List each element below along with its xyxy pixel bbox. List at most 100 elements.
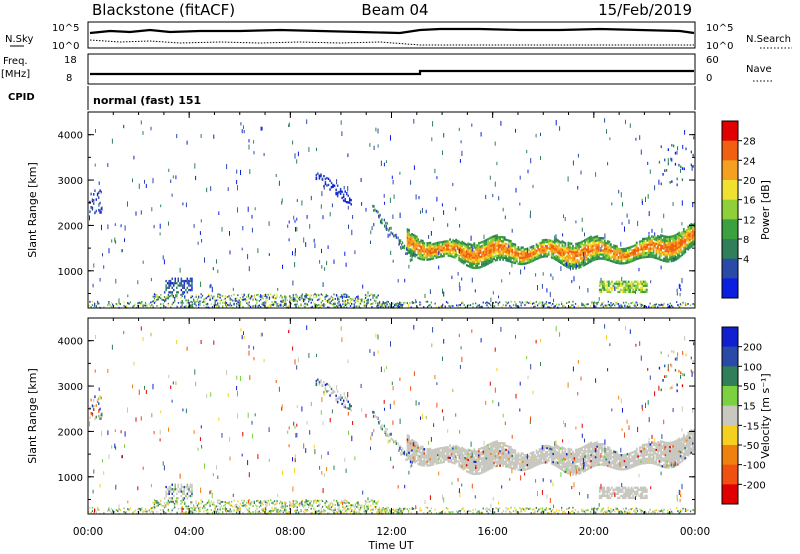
velocity-echo — [531, 455, 533, 459]
power-echo — [641, 284, 644, 287]
power-echo — [528, 253, 530, 256]
power-echo — [392, 259, 394, 263]
power-echo — [324, 182, 327, 186]
velocity-echo — [465, 449, 468, 452]
power-echo — [110, 305, 113, 308]
power-echo — [418, 253, 421, 256]
power-echo — [424, 293, 426, 298]
velocity-echo — [535, 449, 538, 452]
velocity-echo — [550, 452, 553, 455]
velocity-echo — [490, 442, 492, 445]
velocity-echo — [588, 466, 591, 470]
velocity-echo — [432, 453, 435, 456]
power-echo — [175, 294, 177, 296]
power-echo — [201, 239, 203, 243]
velocity-echo — [584, 449, 586, 452]
velocity-echo — [412, 446, 415, 449]
power-echo — [318, 175, 321, 178]
power-echo — [461, 257, 464, 260]
power-echo — [526, 253, 529, 256]
power-echo — [282, 264, 283, 269]
velocity-echo — [570, 467, 573, 470]
power-echo — [206, 187, 208, 193]
velocity-echo — [464, 465, 467, 468]
power-echo — [648, 255, 650, 258]
velocity-echo — [582, 454, 585, 457]
power-echo — [432, 249, 435, 252]
power-echo — [577, 186, 579, 190]
power-echo — [132, 178, 133, 183]
velocity-echo — [578, 460, 580, 463]
velocity-echo — [514, 459, 517, 462]
power-echo — [553, 298, 554, 303]
power-echo — [229, 231, 230, 236]
power-echo — [409, 244, 412, 247]
power-echo — [108, 248, 110, 254]
power-echo — [217, 304, 219, 306]
power-echo — [409, 240, 412, 243]
velocity-echo — [461, 463, 464, 466]
velocity-echo — [420, 457, 423, 460]
power-echo — [538, 248, 541, 251]
power-echo — [600, 288, 603, 291]
power-echo — [491, 242, 494, 245]
power-echo — [155, 300, 157, 303]
power-echo — [651, 241, 653, 244]
power-echo — [670, 258, 673, 261]
velocity-echo — [497, 444, 500, 447]
power-echo — [408, 239, 410, 242]
power-echo — [426, 248, 429, 251]
power-echo — [628, 248, 630, 251]
power-echo — [514, 249, 517, 252]
power-echo — [626, 259, 629, 262]
power-echo — [500, 120, 502, 126]
velocity-echo — [411, 443, 413, 446]
power-echo — [590, 247, 593, 251]
velocity-echo — [496, 446, 498, 449]
power-echo — [373, 294, 376, 297]
velocity-echo — [515, 466, 518, 469]
power-echo — [635, 253, 638, 257]
power-echo — [632, 288, 635, 291]
power-echo — [590, 237, 593, 240]
velocity-echo — [485, 455, 488, 458]
power-echo — [692, 228, 694, 231]
power-echo — [503, 242, 506, 245]
power-echo — [539, 301, 541, 304]
power-echo — [471, 258, 474, 261]
power-echo — [260, 294, 262, 298]
power-echo — [669, 256, 671, 259]
power-echo — [249, 295, 252, 298]
power-echo — [521, 301, 524, 304]
power-echo — [420, 239, 423, 242]
power-echo — [532, 245, 535, 248]
power-echo — [462, 254, 465, 257]
power-echo — [584, 243, 586, 246]
power-echo — [244, 298, 247, 301]
power-echo — [622, 252, 624, 255]
velocity-echo — [528, 467, 530, 470]
power-echo — [505, 242, 508, 246]
velocity-echo — [563, 451, 565, 454]
power-echo — [546, 255, 549, 258]
power-echo — [514, 253, 517, 256]
power-echo — [458, 259, 461, 262]
velocity-echo — [421, 449, 424, 453]
power-echo — [660, 252, 662, 255]
power-echo — [669, 237, 671, 241]
power-echo — [479, 249, 482, 252]
power-echo — [590, 249, 593, 253]
power-echo — [687, 233, 690, 237]
velocity-echo — [540, 459, 542, 463]
power-echo — [339, 187, 342, 191]
power-echo — [657, 257, 659, 260]
power-echo — [378, 214, 380, 218]
velocity-echo — [418, 451, 421, 454]
power-echo — [570, 261, 573, 264]
power-echo — [614, 286, 616, 291]
power-echo — [191, 301, 193, 304]
power-echo — [470, 251, 473, 255]
power-echo — [450, 244, 453, 248]
velocity-echo — [508, 455, 511, 459]
power-echo — [343, 301, 345, 304]
